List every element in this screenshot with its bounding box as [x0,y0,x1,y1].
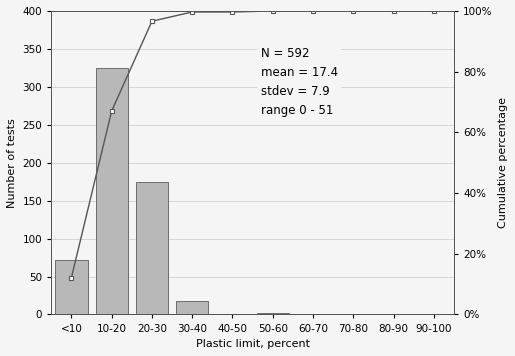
Y-axis label: Cumulative percentage: Cumulative percentage [498,97,508,228]
Text: N = 592
mean = 17.4
stdev = 7.9
range 0 - 51: N = 592 mean = 17.4 stdev = 7.9 range 0 … [261,47,338,117]
X-axis label: Plastic limit, percent: Plastic limit, percent [196,339,310,349]
Bar [55,260,88,314]
Y-axis label: Number of tests: Number of tests [7,118,17,208]
Bar [256,313,289,314]
Bar [96,68,128,314]
Bar [136,182,168,314]
Bar [176,301,209,314]
